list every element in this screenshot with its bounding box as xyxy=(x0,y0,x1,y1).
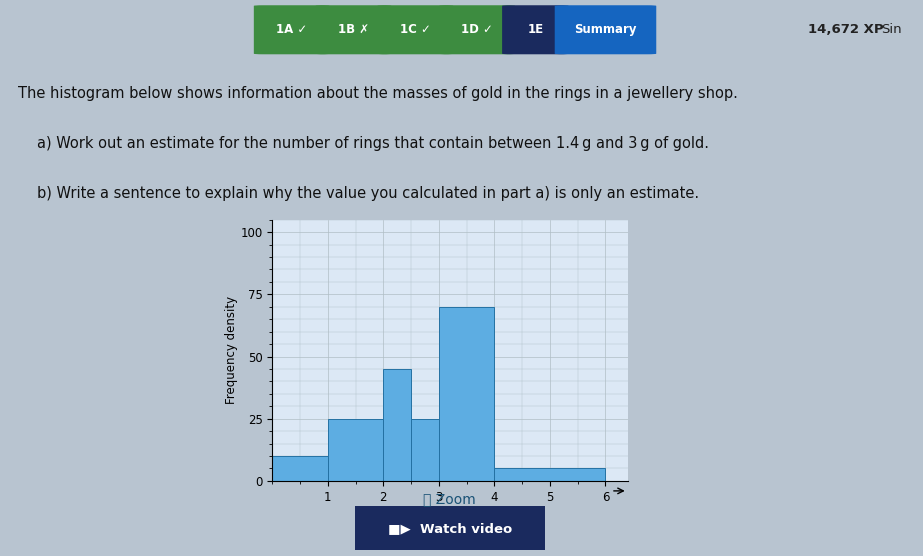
Text: Summary: Summary xyxy=(574,23,637,36)
Text: 1B ✗: 1B ✗ xyxy=(338,23,369,36)
Y-axis label: Frequency density: Frequency density xyxy=(224,296,237,404)
FancyBboxPatch shape xyxy=(316,5,391,54)
FancyBboxPatch shape xyxy=(439,5,515,54)
Bar xyxy=(328,419,383,481)
Text: 1E: 1E xyxy=(527,23,544,36)
Bar xyxy=(272,456,328,481)
Text: 1D ✓: 1D ✓ xyxy=(462,23,493,36)
FancyBboxPatch shape xyxy=(378,5,453,54)
FancyBboxPatch shape xyxy=(254,5,330,54)
Text: a) Work out an estimate for the number of rings that contain between 1.4 g and 3: a) Work out an estimate for the number o… xyxy=(37,136,709,151)
Text: b) Write a sentence to explain why the value you calculated in part a) is only a: b) Write a sentence to explain why the v… xyxy=(37,186,699,201)
FancyBboxPatch shape xyxy=(502,5,569,54)
Text: 🔍 Zoom: 🔍 Zoom xyxy=(423,492,476,506)
Text: Sin: Sin xyxy=(881,23,902,36)
FancyBboxPatch shape xyxy=(346,504,554,553)
FancyBboxPatch shape xyxy=(555,5,656,54)
Text: 14,672 XP: 14,672 XP xyxy=(808,23,883,36)
Text: The histogram below shows information about the masses of gold in the rings in a: The histogram below shows information ab… xyxy=(18,86,738,101)
X-axis label: Mass (g): Mass (g) xyxy=(422,509,478,522)
Bar xyxy=(411,419,438,481)
Text: 1A ✓: 1A ✓ xyxy=(276,23,307,36)
Text: ■▶  Watch video: ■▶ Watch video xyxy=(388,522,512,535)
Bar xyxy=(383,369,411,481)
Text: 1C ✓: 1C ✓ xyxy=(400,23,431,36)
Bar xyxy=(495,469,605,481)
Bar xyxy=(438,307,495,481)
